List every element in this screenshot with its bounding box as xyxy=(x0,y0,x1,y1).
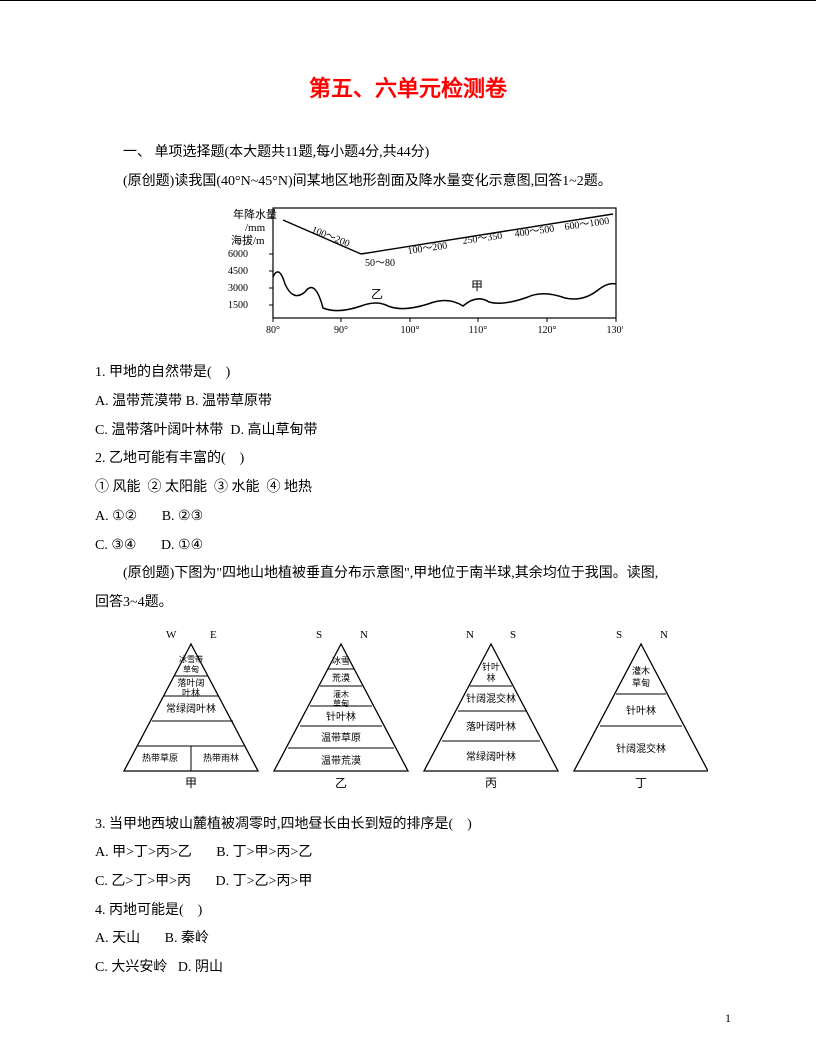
y-label-2: 海拔/m xyxy=(231,233,265,247)
q3-opt-ab: A. 甲>丁>丙>乙 B. 丁>甲>丙>乙 xyxy=(95,839,721,868)
svg-text:N: N xyxy=(360,629,368,641)
svg-text:荒漠: 荒漠 xyxy=(332,673,350,683)
svg-text:草甸: 草甸 xyxy=(632,677,650,688)
svg-text:针叶: 针叶 xyxy=(482,661,500,672)
svg-text:丁: 丁 xyxy=(635,776,647,790)
svg-text:热带雨林: 热带雨林 xyxy=(203,752,239,763)
q4-opt-ab: A. 天山 B. 秦岭 xyxy=(95,925,721,954)
q1-opt-ab: A. 温带荒漠带 B. 温带草原带 xyxy=(95,388,721,417)
svg-text:600～1000: 600～1000 xyxy=(564,216,610,233)
svg-text:S: S xyxy=(616,629,622,641)
svg-text:针叶林: 针叶林 xyxy=(626,704,656,717)
svg-text:100～200: 100～200 xyxy=(407,241,448,257)
svg-text:S: S xyxy=(510,629,516,641)
svg-text:N: N xyxy=(466,629,474,641)
intro-2-line2: 回答3~4题。 xyxy=(95,589,721,618)
svg-text:E: E xyxy=(210,629,217,641)
question-3: 3. 当甲地西坡山麓植被凋零时,四地昼长由长到短的排序是( ) xyxy=(95,811,721,840)
svg-text:甲: 甲 xyxy=(185,776,197,790)
question-4: 4. 丙地可能是( ) xyxy=(95,897,721,926)
q3-opt-cd: C. 乙>丁>甲>丙 D. 丁>乙>丙>甲 xyxy=(95,868,721,897)
svg-text:50～80: 50～80 xyxy=(365,258,395,269)
q2-opt-cd: C. ③④ D. ①④ xyxy=(95,532,721,561)
question-2: 2. 乙地可能有丰富的( ) xyxy=(95,445,721,474)
svg-text:110°: 110° xyxy=(469,325,488,336)
svg-text:400～500: 400～500 xyxy=(514,224,555,240)
svg-text:温带草原: 温带草原 xyxy=(321,732,361,744)
mountain-ding: S N 灌木 草甸 针叶林 针阔混交林 丁 xyxy=(574,629,708,790)
svg-text:草甸: 草甸 xyxy=(333,698,349,708)
svg-text:针阔混交林: 针阔混交林 xyxy=(466,692,516,705)
mountain-jia: W E 冰雪带 草甸 落叶阔 叶林 常绿阔叶林 热带草原 热带雨林 甲 xyxy=(124,629,258,790)
mountain-bing: N S 针叶 林 针阔混交林 落叶阔叶林 常绿阔叶林 丙 xyxy=(424,629,558,790)
mark-yi: 乙 xyxy=(371,287,383,301)
svg-text:常绿阔叶林: 常绿阔叶林 xyxy=(166,702,216,715)
svg-text:冰雪带: 冰雪带 xyxy=(179,654,203,664)
svg-text:3000: 3000 xyxy=(228,283,248,294)
svg-text:250～350: 250～350 xyxy=(462,231,503,247)
svg-text:W: W xyxy=(166,629,177,641)
mark-jia: 甲 xyxy=(471,279,483,293)
svg-text:120°: 120° xyxy=(538,325,557,336)
svg-text:130°: 130° xyxy=(607,325,624,336)
q4-opt-cd: C. 大兴安岭 D. 阴山 xyxy=(95,954,721,983)
q2-opt-ab: A. ①② B. ②③ xyxy=(95,503,721,532)
svg-text:丙: 丙 xyxy=(485,776,497,790)
y-label-1: 年降水量 xyxy=(233,207,277,221)
mountain-yi: S N 冰雪 荒漠 灌木 草甸 针叶林 温带草原 温带荒漠 乙 xyxy=(274,629,408,790)
svg-text:草甸: 草甸 xyxy=(183,664,199,674)
svg-text:6000: 6000 xyxy=(228,249,248,260)
svg-text:80°: 80° xyxy=(266,325,280,336)
svg-text:落叶阔: 落叶阔 xyxy=(177,677,204,688)
q2-options: ① 风能 ② 太阳能 ③ 水能 ④ 地热 xyxy=(95,474,721,503)
intro-1: (原创题)读我国(40°N~45°N)间某地区地形剖面及降水量变化示意图,回答1… xyxy=(95,168,721,197)
exam-title: 第五、六单元检测卷 xyxy=(95,71,721,103)
intro-2-line1: (原创题)下图为"四地山地植被垂直分布示意图",甲地位于南半球,其余均位于我国。… xyxy=(95,560,721,589)
svg-text:针阔混交林: 针阔混交林 xyxy=(616,742,666,755)
svg-text:乙: 乙 xyxy=(335,776,347,790)
svg-text:4500: 4500 xyxy=(228,266,248,277)
terrain-path xyxy=(273,272,616,311)
figure-1: 年降水量 /mm 海拔/m 6000 4500 3000 1500 80° 90… xyxy=(95,202,721,347)
q1-opt-cd: C. 温带落叶阔叶林带 D. 高山草甸带 xyxy=(95,417,721,446)
svg-text:林: 林 xyxy=(486,672,495,683)
svg-text:1500: 1500 xyxy=(228,300,248,311)
page-number: 1 xyxy=(725,1011,731,1026)
question-1: 1. 甲地的自然带是( ) xyxy=(95,359,721,388)
svg-text:落叶阔叶林: 落叶阔叶林 xyxy=(466,720,516,733)
svg-text:针叶林: 针叶林 xyxy=(326,710,356,723)
svg-text:叶林: 叶林 xyxy=(182,687,200,698)
svg-text:冰雪: 冰雪 xyxy=(332,655,350,666)
svg-text:100～200: 100～200 xyxy=(310,225,351,250)
svg-text:热带草原: 热带草原 xyxy=(142,752,178,763)
svg-text:N: N xyxy=(660,629,668,641)
y-label-1u: /mm xyxy=(245,222,266,234)
svg-text:灌木: 灌木 xyxy=(632,665,650,676)
svg-text:90°: 90° xyxy=(334,325,348,336)
svg-text:常绿阔叶林: 常绿阔叶林 xyxy=(466,750,516,763)
svg-text:灌木: 灌木 xyxy=(333,689,349,699)
figure-2: W E 冰雪带 草甸 落叶阔 叶林 常绿阔叶林 热带草原 热带雨林 甲 S xyxy=(95,624,721,799)
svg-text:100°: 100° xyxy=(401,325,420,336)
svg-text:S: S xyxy=(316,629,322,641)
section-1-header: 一、 单项选择题(本大题共11题,每小题4分,共44分) xyxy=(95,139,721,168)
svg-text:温带荒漠: 温带荒漠 xyxy=(321,755,361,767)
